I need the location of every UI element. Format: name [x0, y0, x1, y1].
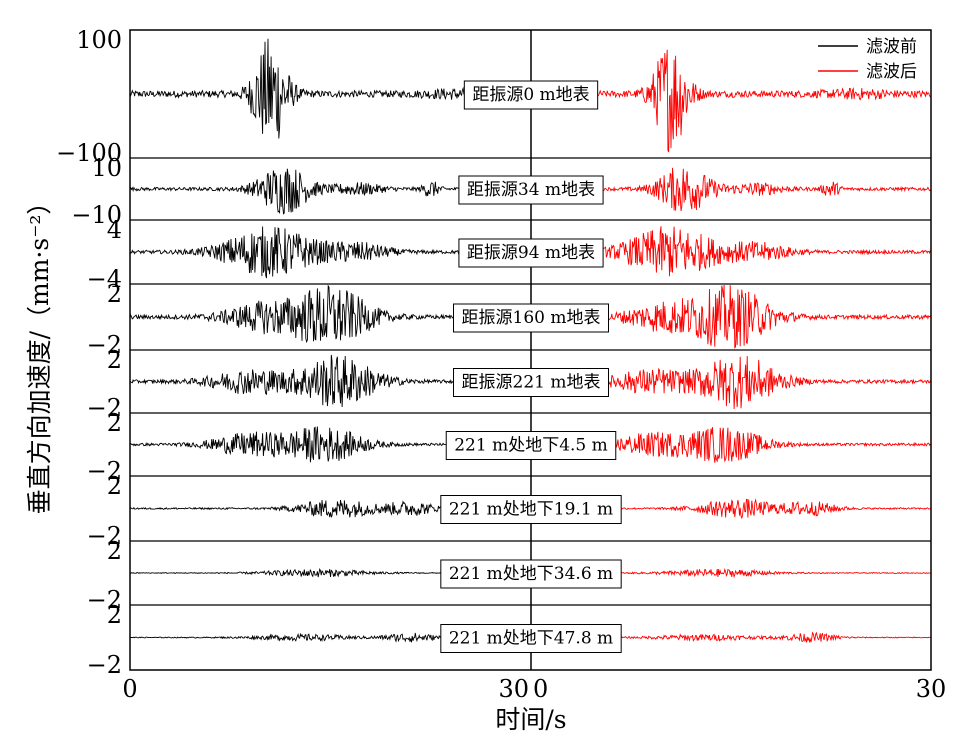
panel-label-box-1	[463, 80, 599, 110]
legend-label-before: 滤波前	[866, 37, 917, 57]
y-tick-top-panel-1: 100	[76, 26, 122, 54]
panel-label-box-4	[453, 303, 609, 333]
panel-label-9: 221 m处地下47.8 m	[449, 629, 613, 649]
y-tick-bottom-panel-3: −4	[87, 265, 122, 293]
panel-label-8: 221 m处地下34.6 m	[449, 564, 613, 584]
panel-label-3: 距振源94 m地表	[467, 243, 595, 263]
panel-label-box-8	[440, 559, 622, 589]
panel-label-5: 距振源221 m地表	[462, 373, 601, 393]
panel-label-7: 221 m处地下19.1 m	[449, 500, 613, 520]
x-tick-left-0: 0	[122, 675, 137, 703]
y-tick-bottom-panel-1: −100	[56, 139, 122, 167]
panel-label-4: 距振源160 m地表	[462, 308, 601, 328]
x-axis-label: 时间/s	[495, 705, 566, 734]
y-tick-top-panel-3: 4	[107, 216, 122, 244]
y-axis-label: 垂直方向加速度/（mm·s⁻²）	[25, 190, 54, 515]
panel-label-box-3	[458, 238, 604, 268]
x-tick-left-30: 30	[498, 675, 529, 703]
y-tick-top-panel-4: 2	[107, 280, 122, 308]
y-tick-bottom-panel-6: −2	[87, 457, 122, 485]
panel-label-box-2	[458, 175, 604, 205]
x-tick-right-0: 0	[533, 675, 548, 703]
legend: 滤波前 滤波后	[818, 37, 917, 82]
y-tick-bottom-panel-2: −10	[71, 201, 122, 229]
y-tick-bottom-panel-8: −2	[87, 586, 122, 614]
legend-label-after: 滤波后	[866, 62, 917, 82]
y-tick-top-panel-8: 2	[107, 537, 122, 565]
panel-label-box-5	[453, 368, 609, 397]
y-tick-top-panel-2: 10	[91, 154, 122, 182]
y-tick-bottom-panel-4: −2	[87, 331, 122, 359]
x-tick-right-30: 30	[916, 675, 947, 703]
y-tick-bottom-panel-5: −2	[87, 394, 122, 422]
y-tick-top-panel-6: 2	[107, 409, 122, 437]
y-tick-bottom-panel-7: −2	[87, 522, 122, 550]
y-tick-top-panel-5: 2	[107, 346, 122, 374]
panel-label-1: 距振源0 m地表	[472, 85, 589, 105]
y-tick-top-panel-9: 2	[107, 601, 122, 629]
y-tick-bottom-panel-9: −2	[87, 651, 122, 679]
plot-frame	[129, 29, 932, 671]
panel-label-box-6	[445, 431, 617, 460]
y-tick-top-panel-7: 2	[107, 472, 122, 500]
panel-label-box-7	[440, 495, 622, 524]
panel-label-6: 221 m处地下4.5 m	[454, 436, 608, 456]
panel-label-box-9	[440, 624, 622, 653]
panel-label-2: 距振源34 m地表	[467, 180, 595, 200]
